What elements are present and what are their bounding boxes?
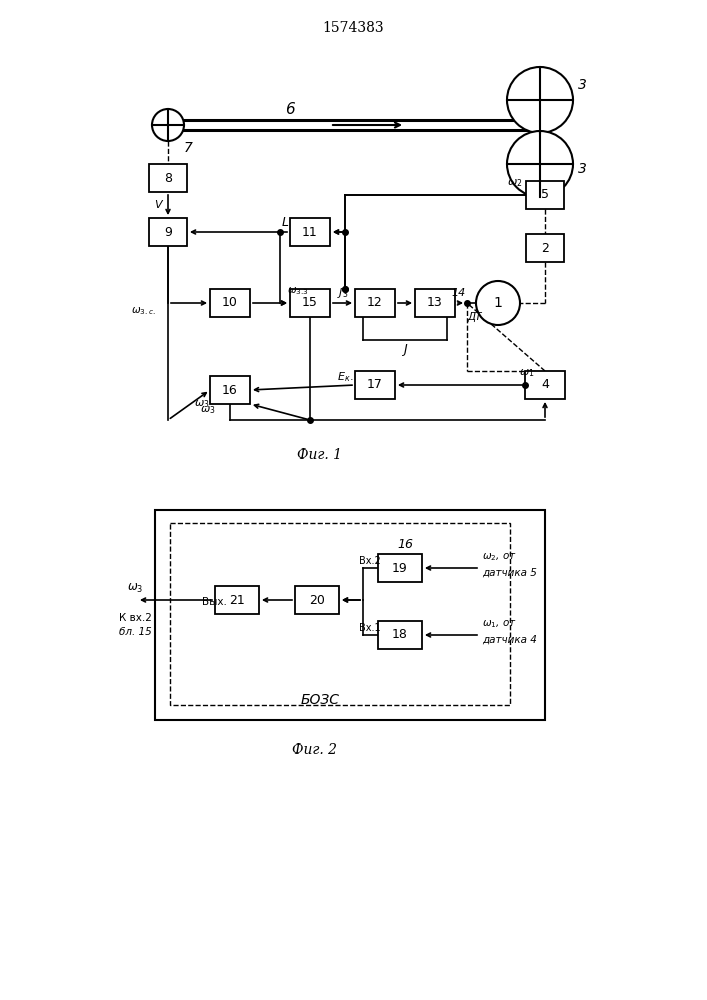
Text: К вх.2: К вх.2	[119, 613, 151, 623]
Text: 7: 7	[184, 141, 193, 155]
Text: $J_3$: $J_3$	[337, 286, 348, 300]
Circle shape	[152, 109, 184, 141]
Text: бл. 15: бл. 15	[119, 627, 151, 637]
Text: $\omega_{3.c.}$: $\omega_{3.c.}$	[131, 305, 156, 317]
Text: 19: 19	[392, 562, 408, 574]
Text: Фиг. 2: Фиг. 2	[293, 743, 337, 757]
Text: ДТ: ДТ	[468, 312, 482, 322]
Bar	[290, 289, 330, 317]
Text: 15: 15	[302, 296, 318, 310]
Text: $\omega_2$: $\omega_2$	[507, 177, 522, 189]
Bar	[378, 554, 422, 582]
Text: 1574383: 1574383	[322, 21, 384, 35]
Bar	[155, 510, 545, 720]
Bar	[378, 621, 422, 649]
Circle shape	[476, 281, 520, 325]
Bar	[355, 289, 395, 317]
Text: 5: 5	[541, 188, 549, 202]
Text: J: J	[403, 344, 407, 357]
Text: 6: 6	[285, 103, 295, 117]
Text: Вых.: Вых.	[202, 597, 227, 607]
Text: $\omega_3$: $\omega_3$	[200, 404, 216, 416]
Text: 13: 13	[427, 296, 443, 310]
Text: $\omega_3$: $\omega_3$	[194, 398, 210, 410]
Bar	[295, 586, 339, 614]
Circle shape	[507, 67, 573, 133]
Text: 17: 17	[367, 378, 383, 391]
Text: БОЗС: БОЗС	[300, 693, 339, 707]
Text: датчика 5: датчика 5	[482, 568, 537, 578]
Text: 12: 12	[367, 296, 383, 310]
Bar	[149, 218, 187, 246]
Text: 11: 11	[302, 226, 318, 238]
Text: $\omega_1$, от: $\omega_1$, от	[482, 618, 517, 630]
Bar	[215, 586, 259, 614]
Text: 10: 10	[222, 296, 238, 310]
Text: $\omega_1$: $\omega_1$	[519, 367, 534, 379]
Text: Вх.2: Вх.2	[359, 556, 381, 566]
Text: 21: 21	[229, 593, 245, 606]
Bar	[210, 376, 250, 404]
Text: $\omega_3$: $\omega_3$	[127, 581, 144, 595]
Bar	[170, 523, 510, 705]
Bar	[149, 164, 187, 192]
Text: 9: 9	[164, 226, 172, 238]
Bar	[210, 289, 250, 317]
Text: 8: 8	[164, 172, 172, 184]
Circle shape	[507, 131, 573, 197]
Text: $E_к.$: $E_к.$	[337, 370, 354, 384]
Bar	[526, 181, 564, 209]
Text: $\omega_2$, от: $\omega_2$, от	[482, 551, 517, 563]
Text: 3: 3	[578, 162, 587, 176]
Bar	[290, 218, 330, 246]
Bar	[415, 289, 455, 317]
Text: 4: 4	[541, 378, 549, 391]
Text: 18: 18	[392, 629, 408, 642]
Text: 20: 20	[309, 593, 325, 606]
Text: Фиг. 1: Фиг. 1	[298, 448, 342, 462]
Bar	[526, 234, 564, 262]
Bar	[525, 371, 565, 399]
Text: датчика 4: датчика 4	[482, 635, 537, 645]
Text: 2: 2	[541, 241, 549, 254]
Text: L: L	[281, 216, 288, 229]
Bar	[355, 371, 395, 399]
Text: 1: 1	[493, 296, 503, 310]
Text: 16: 16	[397, 538, 413, 550]
Text: $\omega_{3.3}$: $\omega_{3.3}$	[287, 285, 309, 297]
Text: 3: 3	[578, 78, 587, 92]
Text: 16: 16	[222, 383, 238, 396]
Text: 14: 14	[452, 288, 466, 298]
Text: Вх.1: Вх.1	[359, 623, 381, 633]
Text: V: V	[154, 200, 162, 210]
